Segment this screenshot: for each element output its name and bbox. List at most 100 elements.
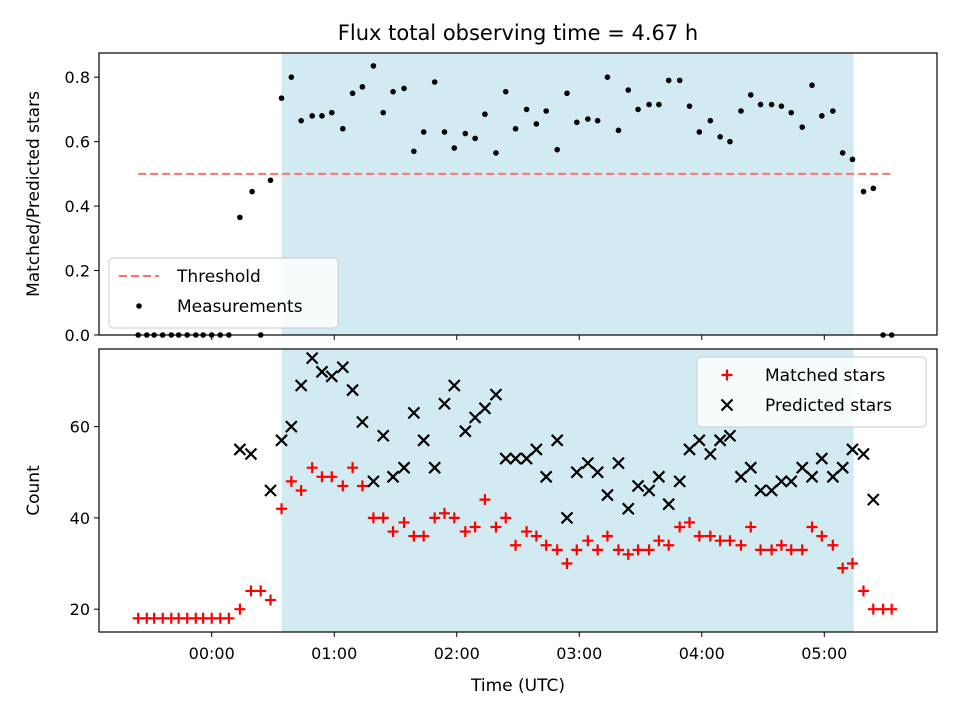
- y-tick-label: 0.6: [65, 133, 90, 152]
- y-tick-label: 20: [70, 600, 90, 619]
- predicted-stars-point: [570, 465, 584, 479]
- matched-stars-point: [367, 512, 379, 524]
- measurements-point: [267, 177, 274, 184]
- predicted-stars-point: [386, 470, 400, 484]
- legend-matched-stars-swatch: [721, 369, 733, 381]
- matched-stars-point: [663, 539, 675, 551]
- legend-label: Matched stars: [765, 366, 885, 386]
- measurements-point: [860, 188, 867, 195]
- predicted-stars-point: [489, 388, 503, 401]
- measurements-point: [830, 108, 836, 114]
- matched-stars-point: [418, 530, 430, 542]
- measurements-point: [839, 150, 846, 156]
- predicted-stars-point: [754, 484, 767, 497]
- legend-box: [696, 356, 927, 428]
- legend-box: [108, 257, 339, 329]
- measurements-point: [656, 101, 662, 108]
- measurements-point: [585, 116, 591, 122]
- measurements-point: [359, 84, 366, 90]
- predicted-stars-point: [836, 461, 849, 474]
- predicted-stars-point: [428, 461, 441, 474]
- predicted-stars-point: [815, 452, 829, 465]
- matched-stars-point: [295, 485, 307, 496]
- measurements-point: [380, 109, 387, 116]
- matched-stars-point: [255, 585, 267, 597]
- measurements-point: [727, 138, 733, 145]
- y-tick-label: 0.4: [65, 197, 90, 216]
- measurements-point: [401, 85, 407, 92]
- measurements-point: [288, 74, 295, 80]
- matched-stars-point: [867, 603, 879, 615]
- matched-stars-point: [500, 512, 512, 524]
- predicted-stars-point: [244, 447, 258, 461]
- predicted-stars-point: [642, 484, 656, 497]
- matched-stars-point: [469, 521, 481, 533]
- predicted-stars-point: [581, 456, 595, 470]
- predicted-stars-point: [723, 429, 737, 443]
- predicted-stars-point: [417, 434, 430, 447]
- predicted-stars-point: [550, 434, 564, 447]
- predicted-stars-point: [662, 497, 675, 511]
- predicted-stars-point: [826, 470, 840, 484]
- predicted-stars-point: [765, 484, 778, 497]
- measurements-point: [451, 145, 458, 151]
- predicted-stars-point: [857, 447, 870, 461]
- predicted-stars-point: [530, 443, 543, 456]
- predicted-stars-point: [631, 479, 645, 493]
- y-axis-label: Matched/Predicted stars: [24, 91, 44, 297]
- measurements-point: [533, 121, 540, 127]
- predicted-stars-point: [673, 475, 686, 488]
- matched-stars-point: [337, 480, 349, 492]
- matched-stars-point: [622, 548, 634, 560]
- predicted-stars-point: [264, 484, 277, 497]
- predicted-stars-point: [704, 447, 717, 461]
- measurements-point: [349, 90, 356, 97]
- predicted-stars-point: [438, 397, 451, 411]
- measurements-point: [472, 135, 478, 142]
- matched-stars-point: [510, 539, 522, 551]
- predicted-stars-point: [356, 415, 369, 429]
- matched-stars-point: [714, 535, 726, 547]
- y-tick-label: 0.0: [65, 326, 90, 345]
- measurements-point: [278, 95, 285, 101]
- matched-stars-point: [766, 544, 778, 556]
- matched-stars-point: [612, 544, 624, 556]
- measurements-point: [512, 125, 519, 132]
- axes-frame: [98, 52, 938, 336]
- measurements-point: [249, 188, 255, 195]
- matched-stars-point: [398, 516, 410, 528]
- matched-stars-point: [724, 535, 736, 547]
- matched-stars-point: [601, 530, 613, 542]
- predicted-stars-point: [621, 502, 635, 516]
- predicted-stars-point: [346, 383, 359, 397]
- predicted-stars-point: [233, 443, 247, 456]
- matched-stars-point: [857, 585, 869, 597]
- measurements-point: [646, 101, 652, 108]
- legend-label: Measurements: [177, 297, 303, 317]
- matched-stars-point: [785, 544, 797, 556]
- chart-title: Flux total observing time = 4.67 h: [338, 21, 698, 45]
- predicted-stars-point: [397, 461, 411, 474]
- legend-measurements-swatch: [136, 303, 142, 309]
- measurements-point: [298, 117, 304, 124]
- predicted-stars-point: [468, 411, 482, 424]
- measurements-point: [809, 82, 815, 89]
- measurements-point: [625, 87, 632, 93]
- predicted-stars-point: [509, 452, 522, 465]
- x-tick-label: 05:00: [801, 644, 847, 663]
- matched-stars-point: [377, 512, 389, 524]
- predicted-stars-point: [734, 470, 748, 484]
- x-tick-label: 01:00: [311, 644, 357, 663]
- predicted-stars-point: [784, 475, 798, 488]
- matched-stars-point: [316, 471, 328, 483]
- matched-stars-point: [735, 539, 747, 551]
- measurements-point: [462, 130, 469, 137]
- measurements-point: [635, 106, 641, 113]
- predicted-stars-point: [846, 443, 859, 456]
- measurements-point: [328, 109, 335, 116]
- matched-stars-point: [265, 594, 277, 606]
- predicted-stars-point: [499, 452, 513, 465]
- predicted-stars-point: [407, 406, 421, 420]
- predicted-stars-point: [336, 360, 350, 374]
- matched-stars-point: [459, 526, 471, 538]
